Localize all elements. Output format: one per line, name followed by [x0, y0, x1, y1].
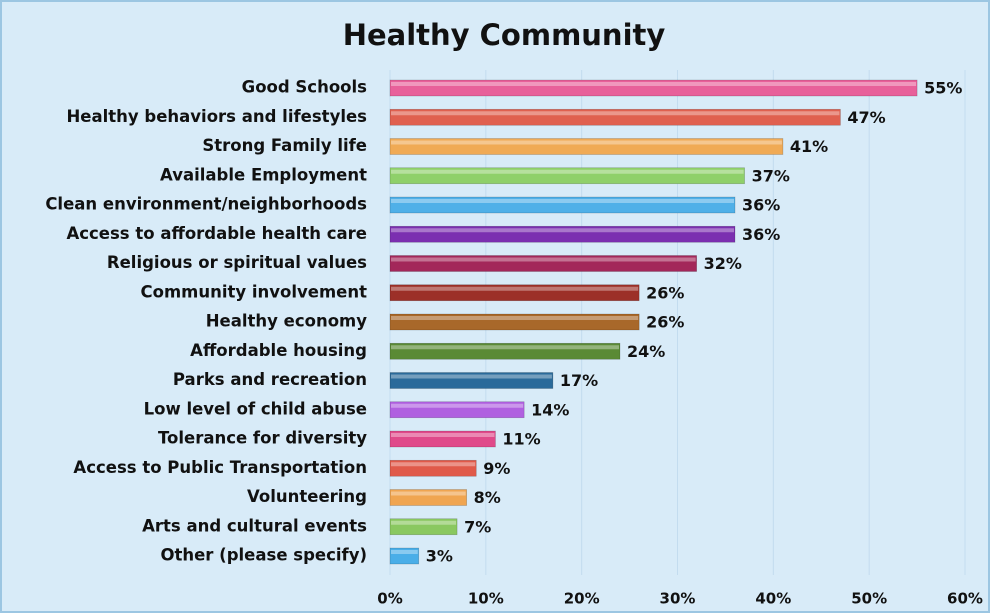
value-label: 26%	[646, 283, 684, 302]
value-label: 37%	[752, 166, 790, 185]
y-tick-label: Access to affordable health care	[66, 224, 367, 243]
value-label: 8%	[474, 488, 501, 507]
bar	[389, 138, 784, 155]
bar	[389, 547, 420, 565]
value-label: 26%	[646, 313, 684, 332]
bar-highlight	[391, 520, 457, 525]
y-tick-label: Low level of child abuse	[144, 399, 367, 418]
value-label: 47%	[847, 108, 885, 127]
bar-highlight	[391, 374, 552, 379]
x-tick-label: 30%	[660, 590, 696, 608]
value-label: 32%	[704, 254, 742, 273]
bar	[389, 401, 525, 419]
value-label: 3%	[426, 547, 453, 566]
chart-title: Healthy Community	[343, 18, 666, 52]
bar	[389, 79, 918, 97]
y-tick-label: Arts and cultural events	[142, 516, 367, 535]
y-tick-label: Affordable housing	[190, 341, 367, 360]
bar	[389, 284, 640, 302]
bar-highlight	[391, 199, 734, 203]
bar-highlight	[391, 169, 744, 174]
y-tick-label: Religious or spiritual values	[107, 253, 367, 272]
x-tick-label: 0%	[377, 590, 402, 608]
y-tick-label: Parks and recreation	[173, 370, 367, 389]
x-tick-label: 10%	[468, 590, 504, 608]
y-tick-label: Volunteering	[247, 487, 367, 506]
bar-highlight	[391, 345, 619, 350]
bar-highlight	[391, 228, 734, 233]
bar	[389, 225, 736, 243]
y-tick-label: Access to Public Transportation	[73, 458, 367, 477]
y-tick-label: Strong Family life	[202, 136, 367, 155]
value-label: 55%	[924, 79, 962, 98]
value-label: 7%	[464, 517, 491, 536]
x-tick-label: 20%	[564, 590, 600, 608]
bar-highlight	[391, 550, 418, 554]
value-label: 24%	[627, 342, 665, 361]
x-tick-label: 50%	[851, 590, 887, 608]
bar	[389, 313, 640, 331]
bar	[389, 108, 841, 126]
y-tick-label: Community involvement	[141, 282, 368, 301]
y-tick-label: Available Employment	[160, 165, 367, 184]
value-label: 41%	[790, 137, 828, 156]
bar	[389, 342, 621, 360]
y-tick-label: Good Schools	[242, 78, 368, 97]
bar-highlight	[391, 316, 639, 320]
bar	[389, 459, 477, 477]
value-label: 17%	[560, 371, 598, 390]
value-label: 36%	[742, 225, 780, 244]
bar-highlight	[391, 462, 476, 467]
x-tick-label: 40%	[755, 590, 791, 608]
value-label: 36%	[742, 196, 780, 215]
bar	[389, 489, 467, 506]
bar-highlight	[391, 140, 782, 145]
y-tick-label: Healthy behaviors and lifestyles	[66, 107, 367, 126]
bar-highlight	[391, 491, 466, 496]
bar	[389, 255, 697, 272]
bar-highlight	[391, 433, 495, 437]
value-label: 9%	[483, 459, 510, 478]
bar	[389, 196, 736, 214]
value-label: 11%	[502, 430, 540, 449]
bar	[389, 430, 496, 448]
bar-highlight	[391, 403, 524, 408]
x-tick-label: 60%	[947, 590, 983, 608]
bar-highlight	[391, 286, 639, 291]
bar	[389, 372, 554, 389]
y-tick-label: Tolerance for diversity	[158, 429, 367, 448]
bar-highlight	[391, 82, 917, 86]
value-label: 14%	[531, 400, 569, 419]
bar	[389, 167, 745, 185]
y-tick-label: Other (please specify)	[160, 546, 367, 565]
y-tick-label: Clean environment/neighborhoods	[45, 195, 367, 214]
bar	[389, 518, 458, 536]
bar-highlight	[391, 111, 840, 116]
bar-highlight	[391, 257, 696, 262]
y-tick-label: Healthy economy	[206, 312, 368, 331]
